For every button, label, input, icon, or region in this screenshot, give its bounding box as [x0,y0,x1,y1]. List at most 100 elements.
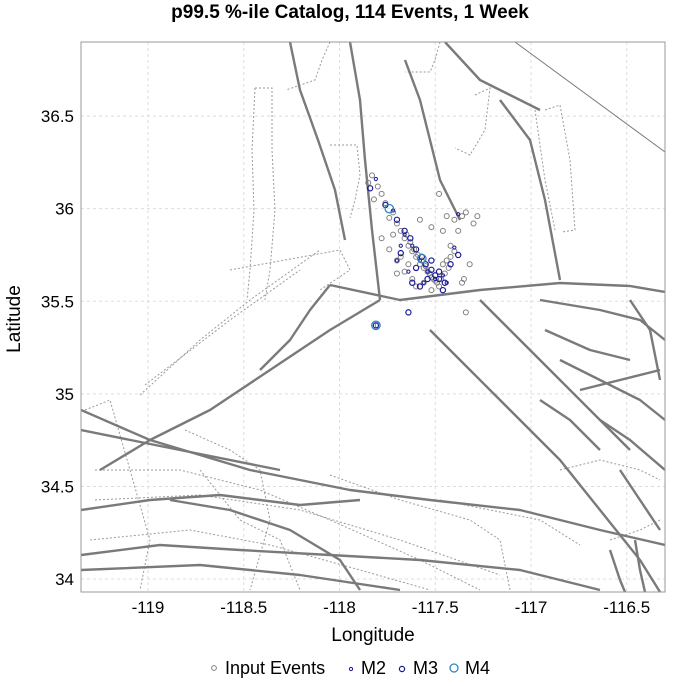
legend-marker-m3 [398,665,406,673]
legend-label-m2: M2 [361,658,386,678]
input-event-point [459,279,466,286]
input-event-point [378,235,385,242]
input-event-point [393,257,400,264]
m3-event-point [428,257,435,264]
input-event-point [370,196,377,203]
input-event-point [466,261,473,268]
m2-event-point [440,273,445,278]
input-event-point [447,242,454,249]
plot-area [81,42,665,592]
m3-event-point [372,322,380,329]
y-tick-label: 34 [55,570,74,589]
input-event-point [397,227,404,234]
y-tick-label: 36 [55,200,74,219]
input-event-point [428,287,435,294]
m3-event-point [416,283,424,290]
m4-event-point [416,253,427,264]
input-event-point [407,239,414,245]
legend-label-m3: M3 [413,658,438,678]
input-event-point [451,216,458,223]
event-markers [365,172,481,331]
m3-event-point [455,251,462,259]
x-axis-ticks: -119 -118.5 -118 -117.5 -117 -116.5 [132,598,651,617]
input-event-point [416,216,423,223]
legend-marker-m4 [449,663,459,673]
m3-event-point [407,235,414,242]
m3-event-point [405,309,412,316]
m2-event-point [394,258,400,263]
m3-event-point [412,246,420,253]
m2-event-point [373,176,378,182]
input-event-point [462,209,469,216]
x-tick-label: -117 [515,598,548,617]
m3-event-point [432,272,439,279]
m4-event-point [384,203,395,214]
m3-event-point [397,249,404,257]
y-tick-label: 35.5 [41,292,74,311]
input-event-point [439,261,446,268]
m2-event-point [410,243,415,248]
y-tick-label: 35 [55,385,74,404]
m3-event-point [441,279,449,286]
legend-marker-input-events [211,665,217,671]
input-event-point [428,224,435,231]
input-event-point [378,190,385,197]
m3-event-point [428,266,435,273]
input-event-point [474,213,481,220]
y-axis-label: Latitude [4,285,25,353]
x-tick-label: -116.5 [603,598,650,617]
x-tick-label: -119 [132,598,165,617]
input-event-point [393,270,400,277]
input-event-point [390,231,397,238]
m3-event-point [401,227,408,235]
input-event-point [365,179,372,186]
m2-event-point [456,212,461,217]
input-event-point [436,190,443,197]
m3-event-point [393,216,401,223]
plot-frame [80,41,666,593]
m3-event-point [439,286,447,294]
input-event-point [459,213,466,220]
input-event-point [443,257,450,264]
y-tick-label: 34.5 [41,477,74,496]
m3-event-point [435,275,443,283]
input-event-point [420,279,427,286]
input-event-point [470,220,477,227]
m3-event-point [424,275,431,283]
legend-marker-m2 [348,666,354,672]
input-event-point [374,183,381,190]
m3-event-point [409,279,416,286]
input-event-point [409,276,416,283]
input-event-point [397,253,404,260]
legend-label-m4: M4 [465,658,490,678]
input-event-point [405,261,412,268]
x-tick-label: -118.5 [220,598,267,617]
input-event-point [447,253,454,260]
legend-label-input-events: Input Events [225,658,325,678]
chart-title: p99.5 %-ile Catalog, 114 Events, 1 Week [171,2,529,23]
m3-event-point [435,268,443,275]
m2-event-point [406,269,411,274]
y-tick-label: 36.5 [41,107,74,126]
m3-event-point [366,185,374,192]
m2-event-point [398,243,403,248]
input-event-point [393,220,400,227]
input-event-point [455,227,462,234]
m3-event-point [447,261,454,268]
x-tick-label: -118 [323,598,356,617]
input-event-point [462,309,469,316]
input-event-point [386,246,393,253]
m2-event-point [421,280,426,285]
input-event-point [439,227,446,234]
m2-event-point [452,245,457,250]
m4-event-point [371,320,381,331]
fault-lines [81,42,665,592]
input-event-point [413,283,420,290]
m3-event-point [412,264,420,272]
input-event-point [386,214,393,221]
legend: Input Events M2 M3 M4 [211,658,490,678]
y-axis-ticks: 34 34.5 35 35.5 36 36.5 [41,107,74,589]
input-event-point [443,213,450,220]
x-tick-label: -117.5 [412,598,459,617]
